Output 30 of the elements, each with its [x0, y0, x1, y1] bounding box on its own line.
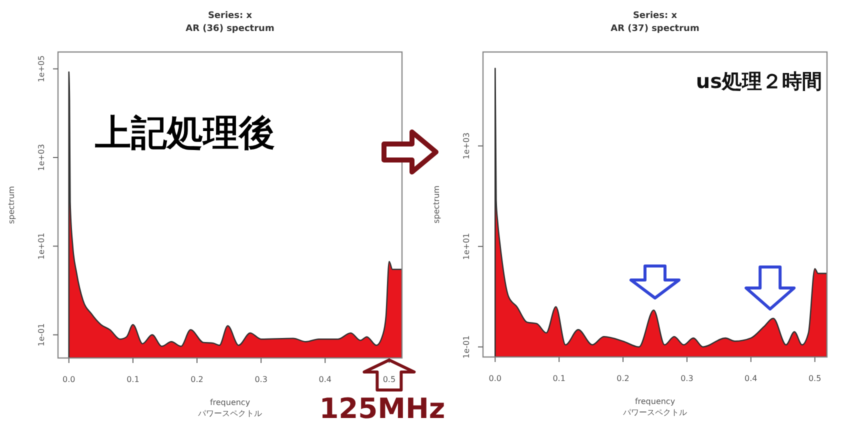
x-tick-label: 0.5: [382, 375, 396, 384]
y-axis-title: spectrum: [7, 186, 16, 224]
x-tick-label: 0.3: [680, 374, 694, 383]
chart-subtitle: AR (36) spectrum: [186, 24, 274, 34]
y-tick-label: 1e-01: [462, 335, 471, 358]
y-axis-title: spectrum: [432, 185, 441, 224]
chart-title: Series: x: [208, 11, 252, 21]
x-axis-title: frequency パワースペクトル: [197, 398, 262, 418]
chart-title: Series: x: [632, 11, 678, 21]
annotation: 上記処理後: [95, 113, 275, 154]
y-tick-label: 1e-01: [37, 323, 46, 346]
y-tick-label: 1e+01: [37, 232, 46, 260]
x-axis-title: frequency パワースペクトル: [622, 397, 687, 417]
x-tick-label: 0.0: [488, 374, 502, 383]
annotation: us処理２時間: [696, 69, 822, 93]
text: 125MHz: [319, 392, 446, 425]
x-tick-label: 0.1: [552, 374, 566, 383]
x-tick-label: 0.2: [616, 374, 630, 383]
y-tick-label: 1e+03: [37, 144, 46, 171]
x-tick-label: 0.4: [744, 374, 758, 383]
chart-subtitle: AR (37) spectrum: [610, 24, 700, 34]
x-tick-label: 0.2: [190, 375, 204, 384]
y-tick-label: 1e+03: [462, 132, 471, 160]
x-tick-label: 0.1: [126, 375, 140, 384]
y-tick-label: 1e+01: [462, 232, 471, 260]
y-tick-label: 1e+05: [37, 55, 46, 82]
x-tick-label: 0.4: [318, 375, 332, 384]
x-tick-label: 0.0: [62, 375, 76, 384]
x-tick-label: 0.3: [254, 375, 268, 384]
x-tick-label: 0.5: [808, 374, 822, 383]
